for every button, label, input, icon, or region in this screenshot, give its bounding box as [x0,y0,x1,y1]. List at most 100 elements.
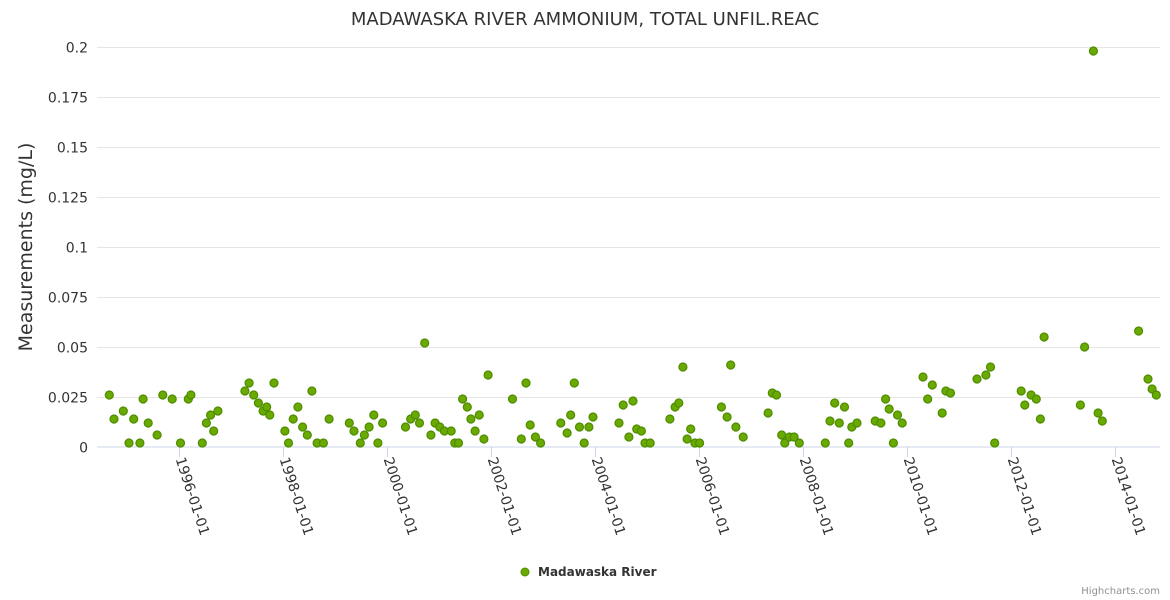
data-point[interactable] [584,422,594,432]
data-point[interactable] [1035,414,1046,424]
data-point[interactable] [927,380,937,390]
data-point[interactable] [369,410,379,420]
data-point[interactable] [645,438,655,448]
data-point[interactable] [135,438,145,448]
data-point[interactable] [265,410,275,420]
data-point[interactable] [897,418,907,428]
data-point[interactable] [636,426,647,436]
data-point[interactable] [349,426,359,436]
data-point[interactable] [446,426,456,436]
data-point[interactable] [888,438,899,448]
data-point[interactable] [880,394,891,404]
data-point[interactable] [839,402,850,412]
data-point[interactable] [1016,386,1026,396]
data-point[interactable] [466,414,476,424]
data-point[interactable] [1143,374,1153,384]
data-point[interactable] [479,434,489,444]
data-point[interactable] [892,410,903,420]
data-point[interactable] [507,394,518,404]
data-point[interactable] [763,408,773,418]
data-point[interactable] [209,426,219,436]
data-point[interactable] [521,378,531,388]
data-point[interactable] [972,374,982,384]
legend-marker[interactable] [520,567,530,577]
data-point[interactable] [525,420,535,430]
data-point[interactable] [458,394,468,404]
data-point[interactable] [825,416,835,426]
data-point[interactable] [844,438,854,448]
data-point[interactable] [213,406,223,416]
data-point[interactable] [694,438,705,448]
data-point[interactable] [104,390,114,400]
data-point[interactable] [937,408,947,418]
data-point[interactable] [530,432,541,442]
data-point[interactable] [1151,390,1161,400]
data-point[interactable] [876,418,886,428]
data-point[interactable] [618,400,628,410]
data-point[interactable] [206,410,216,420]
data-point[interactable] [474,410,484,420]
data-point[interactable] [302,430,312,440]
data-point[interactable] [535,438,546,448]
data-point[interactable] [1079,342,1090,352]
data-point[interactable] [562,428,572,438]
data-point[interactable] [1020,400,1030,410]
data-point[interactable] [373,438,383,448]
data-point[interactable] [307,386,317,396]
data-point[interactable] [400,422,411,432]
data-point[interactable] [1031,394,1041,404]
data-point[interactable] [771,390,782,400]
data-point[interactable] [1039,332,1049,342]
data-point[interactable] [574,422,585,432]
data-point[interactable] [426,430,436,440]
data-point[interactable] [197,438,207,448]
data-point[interactable] [280,426,290,436]
data-point[interactable] [355,438,365,448]
data-point[interactable] [686,424,696,434]
data-point[interactable] [288,414,298,424]
data-point[interactable] [483,370,493,380]
data-point[interactable] [834,418,844,428]
data-point[interactable] [124,438,134,448]
data-point[interactable] [777,430,787,440]
data-point[interactable] [665,414,675,424]
data-point[interactable] [158,390,168,400]
data-point[interactable] [1097,416,1107,426]
data-point[interactable] [738,432,748,442]
data-point[interactable] [794,438,804,448]
data-point[interactable] [453,438,464,448]
data-point[interactable] [569,378,579,388]
data-point[interactable] [470,426,480,436]
data-point[interactable] [726,360,736,370]
credits-link[interactable]: Highcharts.com [1081,586,1160,597]
data-point[interactable] [201,418,211,428]
data-point[interactable] [152,430,162,440]
data-point[interactable] [731,422,741,432]
data-point[interactable] [628,396,638,406]
data-point[interactable] [240,386,250,396]
data-point[interactable] [378,418,388,428]
data-point[interactable] [129,414,139,424]
data-point[interactable] [109,414,119,424]
data-point[interactable] [981,370,991,380]
data-point[interactable] [566,410,576,420]
data-point[interactable] [556,418,566,428]
data-point[interactable] [516,434,526,444]
data-point[interactable] [780,438,790,448]
data-point[interactable] [186,390,196,400]
data-point[interactable] [118,406,128,416]
data-point[interactable] [344,418,354,428]
data-point[interactable] [324,414,334,424]
data-point[interactable] [624,432,634,442]
data-point[interactable] [579,438,589,448]
data-point[interactable] [269,378,279,388]
data-point[interactable] [138,394,148,404]
data-point[interactable] [414,418,425,428]
data-point[interactable] [410,410,420,420]
data-point[interactable] [722,412,732,422]
data-point[interactable] [674,398,684,408]
data-point[interactable] [262,402,272,412]
data-point[interactable] [985,362,996,372]
data-point[interactable] [1075,400,1086,410]
data-point[interactable] [990,438,1000,448]
